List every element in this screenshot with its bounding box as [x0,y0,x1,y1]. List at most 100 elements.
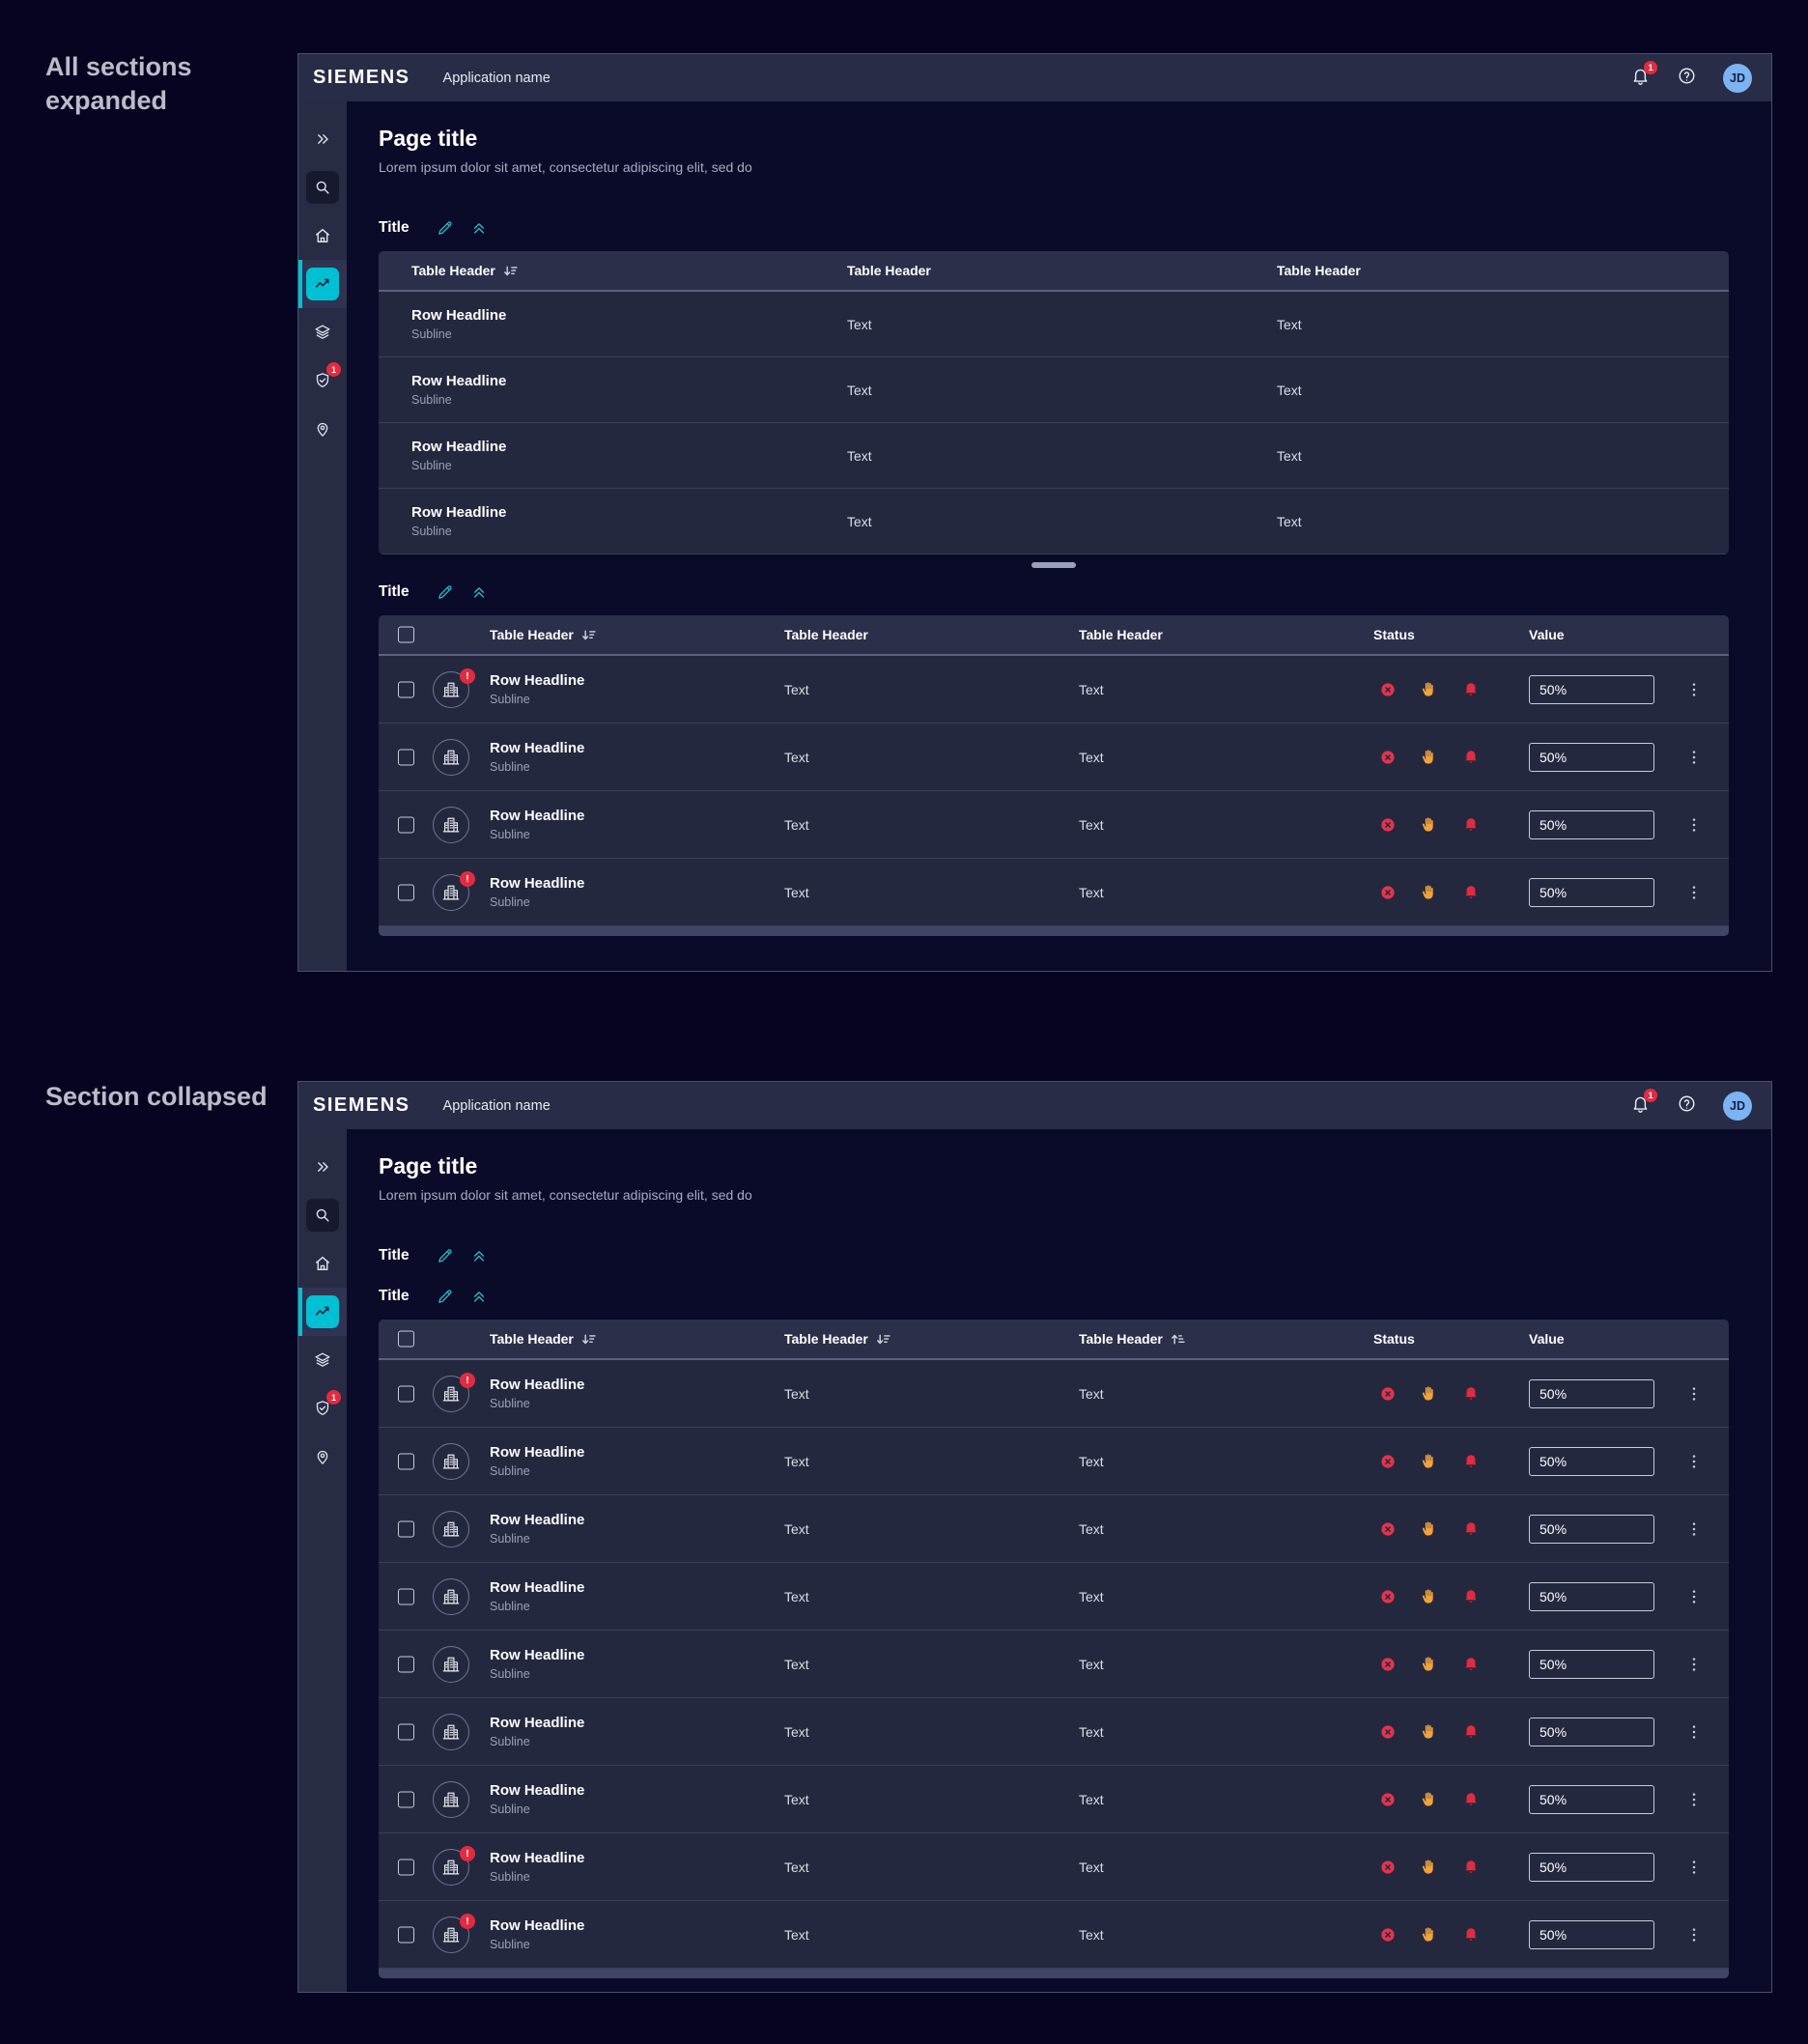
value-input[interactable] [1529,877,1654,907]
row-checkbox[interactable] [398,816,414,833]
cancel-glyph [1381,1792,1395,1806]
row-checkbox[interactable] [398,1453,414,1469]
value-input[interactable] [1529,1919,1654,1949]
status-hand-icon [1420,1385,1437,1403]
column-header[interactable]: Table Header [490,615,596,654]
notifications-button[interactable]: 1 [1630,60,1657,91]
value-input[interactable] [1529,1378,1654,1408]
user-avatar[interactable]: JD [1723,1091,1752,1121]
row-menu-button[interactable] [1684,748,1704,767]
row-menu-button[interactable] [1684,1790,1704,1809]
edit-section-button[interactable] [436,1246,455,1265]
table-resize-handle[interactable] [1031,562,1076,568]
select-all-checkbox[interactable] [398,1330,414,1348]
select-all-checkbox[interactable] [398,626,414,643]
help-button[interactable] [1677,66,1697,91]
row-checkbox[interactable] [398,749,414,765]
row-checkbox[interactable] [398,1926,414,1943]
status-bell-icon [1462,749,1480,766]
sidebar-item-home[interactable] [298,212,347,260]
drag-handle-track [379,562,1729,568]
table-row: ! Row Headline Subline Text Text [379,859,1729,926]
sidebar-item-location[interactable] [298,1433,347,1481]
value-input[interactable] [1529,1784,1654,1814]
row-menu-button[interactable] [1684,815,1704,835]
value-input[interactable] [1529,1649,1654,1679]
sidebar-item-analytics[interactable] [298,260,347,308]
edit-section-button[interactable] [436,1287,455,1306]
column-header[interactable]: Table Header [1277,251,1361,290]
collapse-section-button[interactable] [469,1246,489,1265]
sidebar-item-collapse[interactable] [298,1143,347,1191]
value-input[interactable] [1529,742,1654,772]
row-checkbox[interactable] [398,1791,414,1807]
row-checkbox[interactable] [398,1588,414,1604]
row-menu-button[interactable] [1684,1384,1704,1404]
row-menu-button[interactable] [1684,1925,1704,1945]
row-headline: Row Headline [411,306,507,324]
sidebar-item-search[interactable] [298,163,347,212]
column-header[interactable]: Table Header [784,1320,890,1358]
user-avatar[interactable]: JD [1723,63,1752,93]
column-header[interactable]: Table Header [490,1320,596,1358]
column-header[interactable]: Table Header [847,251,931,290]
collapse-section-button[interactable] [469,1287,489,1306]
value-input[interactable] [1529,1717,1654,1746]
row-menu-button[interactable] [1684,1452,1704,1471]
row-menu-button[interactable] [1684,1858,1704,1877]
value-input[interactable] [1529,1852,1654,1882]
collapse-section-button[interactable] [469,218,489,238]
row-checkbox[interactable] [398,681,414,697]
collapse-section-button[interactable] [469,582,489,602]
row-checkbox[interactable] [398,1520,414,1537]
edit-section-button[interactable] [436,218,455,238]
row-avatar-wrap [433,1577,469,1615]
value-input[interactable] [1529,674,1654,704]
row-text: Row Headline Subline [490,1715,584,1749]
sidebar-item-security[interactable]: 1 [298,1384,347,1433]
row-menu-button[interactable] [1684,1519,1704,1539]
kebab-icon [1692,1792,1696,1806]
row-text: Row Headline Subline [490,1850,584,1885]
column-header[interactable]: Table Header [1079,1320,1185,1358]
row-menu-button[interactable] [1684,1722,1704,1742]
chevrons-up-icon [473,1292,484,1302]
row-text: Row Headline Subline [490,808,584,842]
row-checkbox[interactable] [398,1656,414,1672]
sidebar-item-search[interactable] [298,1191,347,1239]
cancel-glyph [1381,1589,1395,1604]
table-scrollbar[interactable] [379,926,1729,936]
sidebar-item-analytics[interactable] [298,1288,347,1336]
row-menu-button[interactable] [1684,883,1704,902]
row-checkbox[interactable] [398,884,414,900]
value-input[interactable] [1529,809,1654,839]
row-checkbox[interactable] [398,1859,414,1875]
sidebar-item-location[interactable] [298,405,347,453]
sidebar-item-home[interactable] [298,1239,347,1288]
row-cell: Text [784,1926,809,1943]
app-window-expanded: SIEMENS Application name 1 JD 1 Page tit… [297,53,1772,972]
sidebar-item-layers[interactable] [298,308,347,356]
value-input[interactable] [1529,1446,1654,1476]
row-menu-button[interactable] [1684,680,1704,699]
edit-section-button[interactable] [436,582,455,602]
shield-icon [316,1401,329,1415]
column-header[interactable]: Table Header [784,615,868,654]
sidebar-item-layers[interactable] [298,1336,347,1384]
row-checkbox[interactable] [398,1385,414,1402]
row-checkbox[interactable] [398,1723,414,1740]
column-header[interactable]: Table Header [411,251,518,290]
row-menu-button[interactable] [1684,1655,1704,1674]
kebab-icon [1692,750,1696,764]
value-input[interactable] [1529,1514,1654,1544]
status-bell-icon [1462,816,1480,834]
notifications-button[interactable]: 1 [1630,1088,1657,1119]
row-text: Row Headline Subline [490,1917,584,1952]
help-button[interactable] [1677,1093,1697,1119]
sidebar-item-security[interactable]: 1 [298,356,347,405]
sidebar-item-collapse[interactable] [298,115,347,163]
column-header[interactable]: Table Header [1079,615,1163,654]
row-menu-button[interactable] [1684,1587,1704,1606]
value-input[interactable] [1529,1581,1654,1611]
table-scrollbar[interactable] [379,1969,1729,1978]
